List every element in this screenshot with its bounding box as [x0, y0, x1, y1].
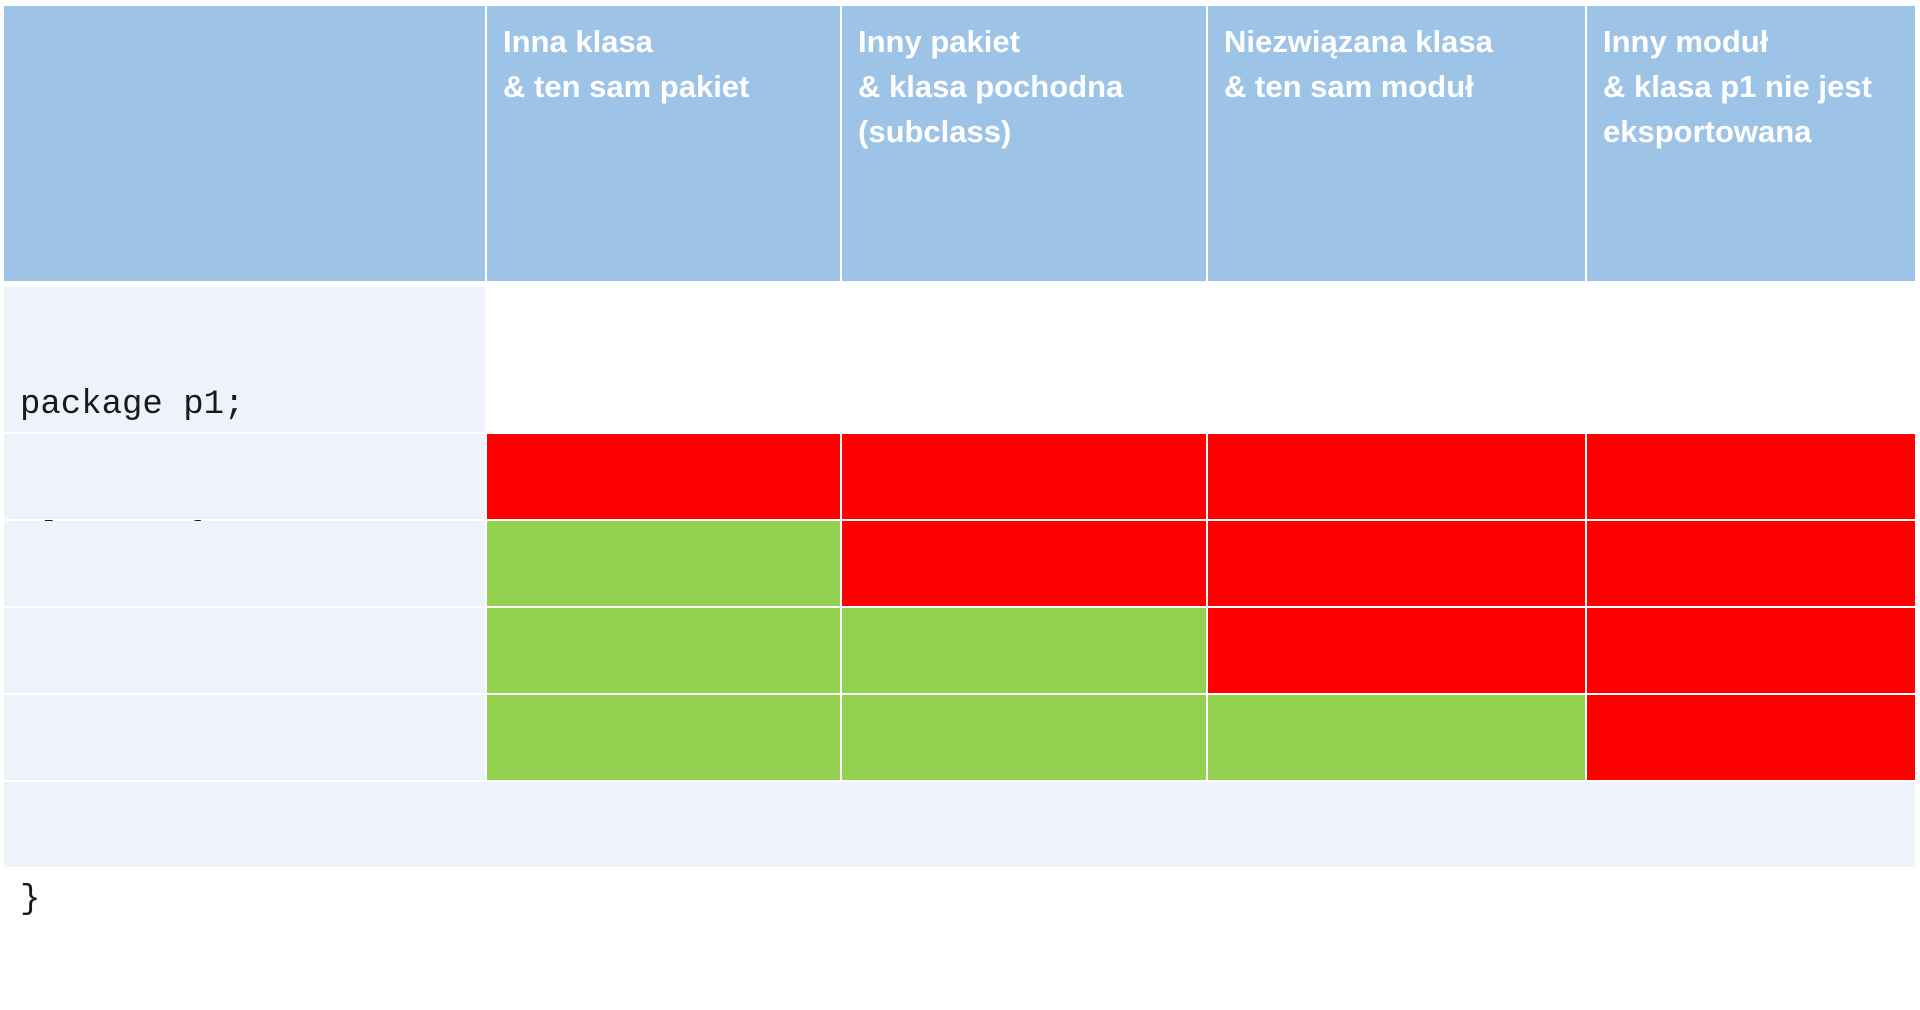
header-col-same-package-line-2: & ten sam pakiet — [503, 69, 750, 104]
header-col-subclass-line-3: (subclass) — [858, 114, 1012, 149]
access-cell-protected-col2 — [842, 608, 1206, 693]
access-cell-private-col1 — [487, 434, 840, 519]
header-col-same-package-line-1: Inna klasa — [503, 24, 653, 59]
header-col-same-module-line-2: & ten sam moduł — [1224, 69, 1474, 104]
access-cell-public-col1 — [487, 695, 840, 780]
header-col-same-module: Niezwiązana klasa & ten sam moduł — [1208, 6, 1585, 281]
access-cell-package-private-col2 — [842, 521, 1206, 606]
code-row-private: private int i; — [4, 434, 485, 574]
header-col-subclass-line-2: & klasa pochodna — [858, 69, 1124, 104]
access-modifier-table: Inna klasa & ten sam pakiet Inny pakiet … — [4, 6, 1915, 919]
access-cell-package-private-col1 — [487, 521, 840, 606]
code-row-package-private: int j; — [4, 521, 485, 661]
access-cell-protected-col3 — [1208, 608, 1585, 693]
header-col-other-module-line-2: & klasa p1 nie jest — [1603, 69, 1872, 104]
access-cell-protected-col4 — [1587, 608, 1915, 693]
code-package-line: package p1; — [20, 386, 245, 424]
header-col-subclass: Inny pakiet & klasa pochodna (subclass) — [842, 6, 1206, 281]
code-preamble-cell: package p1; class A { — [4, 287, 485, 556]
access-cell-private-col2 — [842, 434, 1206, 519]
access-cell-package-private-col3 — [1208, 521, 1585, 606]
access-cell-protected-col1 — [487, 608, 840, 693]
code-row-public: public int l; — [4, 695, 485, 835]
header-col-other-module-line-1: Inny moduł — [1603, 24, 1769, 59]
header-corner-cell — [4, 6, 485, 281]
access-cell-public-col3 — [1208, 695, 1585, 780]
code-closing-cell: } — [4, 782, 1915, 919]
header-col-same-module-line-1: Niezwiązana klasa — [1224, 24, 1493, 59]
access-cell-private-col4 — [1587, 434, 1915, 519]
code-row-protected: protected int k; — [4, 608, 485, 748]
access-cell-public-col4 — [1587, 695, 1915, 780]
header-col-same-package: Inna klasa & ten sam pakiet — [487, 6, 840, 281]
access-cell-package-private-col4 — [1587, 521, 1915, 606]
header-col-subclass-line-1: Inny pakiet — [858, 24, 1020, 59]
header-col-other-module-line-3: eksportowana — [1603, 114, 1812, 149]
code-closing-brace: } — [20, 881, 41, 919]
access-cell-private-col3 — [1208, 434, 1585, 519]
header-col-other-module: Inny moduł & klasa p1 nie jest eksportow… — [1587, 6, 1915, 281]
access-cell-public-col2 — [842, 695, 1206, 780]
